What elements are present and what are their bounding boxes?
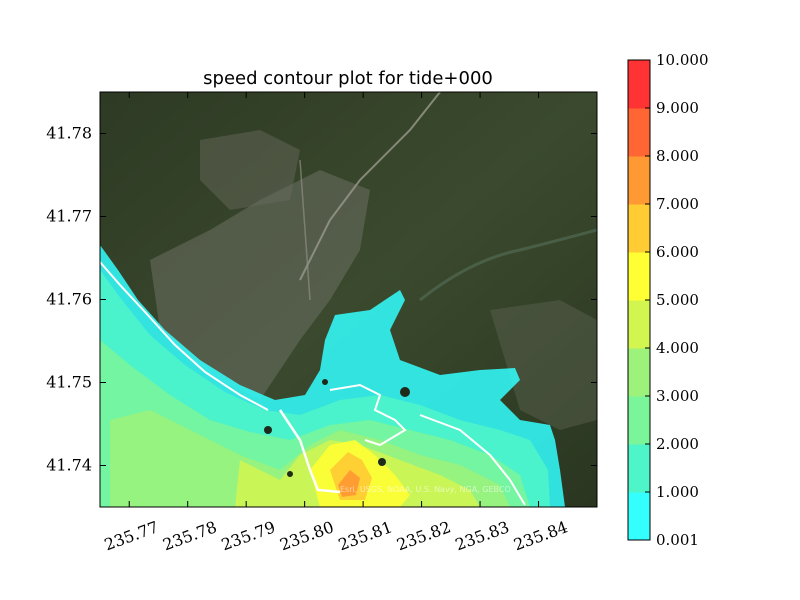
colorbar-label: 9.000 — [656, 99, 699, 117]
x-tick-label: 235.82 — [394, 517, 453, 554]
colorbar-segment — [628, 396, 650, 445]
colorbar-segment — [628, 204, 650, 253]
colorbar-label: 5.000 — [656, 291, 699, 309]
island-marker — [264, 426, 272, 434]
island-marker — [400, 387, 410, 397]
y-tick-label: 41.76 — [46, 290, 92, 309]
colorbar-segment — [628, 108, 650, 157]
colorbar-label: 4.000 — [656, 339, 699, 357]
y-tick-label: 41.77 — [46, 207, 92, 226]
map-plot-area: Esri, USGS, NOAA, U.S. Navy, NGA, GEBCO — [100, 92, 597, 507]
colorbar-segment — [628, 444, 650, 493]
urban-area — [150, 170, 370, 400]
colorbar-segment — [628, 300, 650, 349]
colorbar-label: 6.000 — [656, 243, 699, 261]
colorbar-segment — [628, 252, 650, 301]
colorbar: 0.001 1.000 2.000 3.000 4.000 5.000 6.000 7.000… — [627, 51, 709, 549]
x-tick-label: 235.81 — [336, 517, 395, 554]
map-attribution: Esri, USGS, NOAA, U.S. Navy, NGA, GEBCO — [340, 485, 511, 494]
river — [419, 228, 597, 302]
jetty-line — [278, 409, 341, 494]
colorbar-segment — [628, 60, 650, 109]
colorbar-label: 3.000 — [656, 387, 699, 405]
colorbar-segment — [628, 492, 650, 541]
shoreline-line — [100, 261, 269, 411]
x-tick-label: 235.77 — [102, 517, 161, 554]
x-tick-label: 235.78 — [160, 517, 219, 554]
x-tick-label: 235.80 — [277, 517, 336, 554]
jetty-line — [329, 383, 407, 447]
road — [299, 92, 441, 281]
colorbar-label: 8.000 — [656, 147, 699, 165]
colorbar-label: 2.000 — [656, 435, 699, 453]
urban-area — [490, 300, 597, 430]
island-marker — [378, 458, 386, 466]
y-tick-label: 41.75 — [46, 373, 92, 392]
chart-title: speed contour plot for tide+000 — [203, 68, 493, 89]
x-tick-label: 235.79 — [219, 517, 278, 554]
contour-band-7-8 — [338, 470, 360, 497]
island-marker — [287, 471, 293, 477]
channel-line — [419, 414, 526, 506]
x-tick-label: 235.84 — [511, 517, 570, 554]
road — [299, 159, 311, 301]
colorbar-label: 7.000 — [656, 195, 699, 213]
urban-area — [200, 130, 300, 210]
colorbar-label: 1.000 — [656, 483, 699, 501]
colorbar-label: 0.001 — [656, 531, 699, 549]
y-axis: 41.74 41.75 41.76 41.77 41.78 — [46, 124, 597, 475]
colorbar-segment — [628, 156, 650, 205]
x-tick-label: 235.83 — [453, 517, 512, 554]
y-tick-label: 41.78 — [46, 124, 92, 143]
island-marker — [322, 379, 328, 385]
colorbar-segment — [628, 348, 650, 397]
y-tick-label: 41.74 — [46, 456, 92, 475]
colorbar-label: 10.000 — [656, 51, 709, 69]
